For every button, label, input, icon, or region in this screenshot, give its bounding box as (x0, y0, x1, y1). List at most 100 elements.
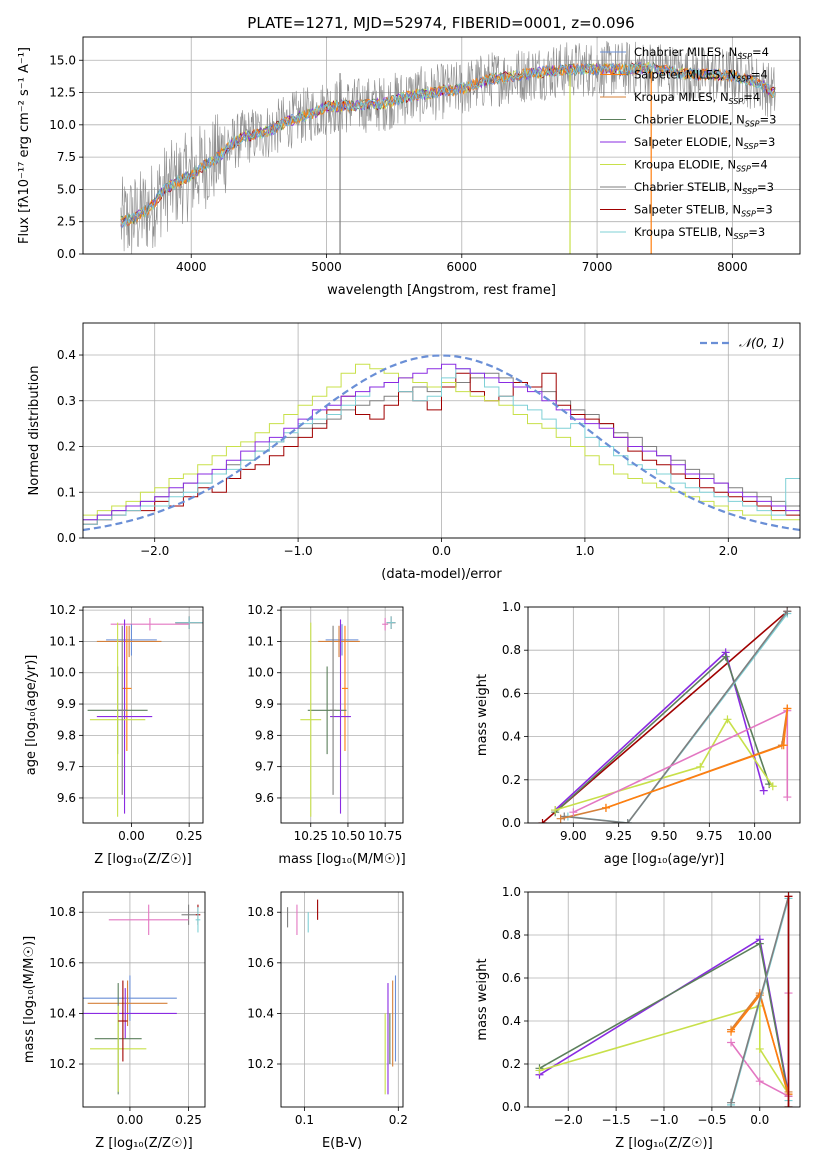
y-tick-label: 0.0 (57, 531, 76, 545)
series-marker-pink (727, 1038, 736, 1047)
y-tick-label: 2.5 (57, 215, 76, 229)
legend-entry: 𝒩(0, 1) (739, 335, 785, 350)
y-tick-label: 10.0 (49, 118, 76, 132)
y-tick-label: 9.7 (57, 760, 76, 774)
plot-area (535, 892, 793, 1107)
axes-frame (280, 606, 404, 824)
legend-entry: Chabrier ELODIE, NSSP=3 (634, 113, 776, 129)
x-tick-label: 8000 (717, 260, 748, 274)
axes-residual_histogram: −2.0 −1.0 0.0 1.0 2.0 0.0 0.1 0.2 0.3 0.4 (data-mo… (27, 322, 801, 582)
series-marker-salpeter_elodie (759, 786, 768, 795)
axes-age_vs_mass: 10.25 10.50 10.75 9.6 9.7 9.8 9.9 10.0 10.1 10.2 m… (247, 603, 405, 867)
series-marker-salpeter_stelib (538, 819, 547, 823)
x-tick-label: −1.0 (649, 1113, 678, 1127)
series-line-kroupa_elodie (554, 717, 774, 811)
y-tick-label: 9.9 (57, 697, 76, 711)
x-axis-label: wavelength [Angstrom, rest frame] (327, 283, 556, 298)
axes-massweight_vs_age: 9.00 9.25 9.50 9.75 10.00 0.0 0.2 0.4 0.6 0.8 1.0 a… (475, 600, 801, 867)
axes-frame (280, 891, 404, 1108)
x-axis-label: Z [log₁₀(Z/Z☉)] (615, 1136, 712, 1151)
y-tick-label: 0.6 (502, 686, 521, 700)
y-tick-label: 0.4 (502, 730, 521, 744)
x-tick-label: 0.0 (750, 1113, 769, 1127)
y-tick-label: 9.6 (57, 791, 76, 805)
histogram-step-kroupa_stelib (83, 368, 800, 525)
axes-mass_vs_ebv: 0.1 0.2 10.2 10.4 10.6 10.8 E(B-V) (247, 891, 408, 1151)
x-tick-label: 10.75 (368, 829, 402, 843)
series-marker-chabrier_elodie (721, 652, 730, 661)
x-axis-label: mass [log₁₀(M/M☉)] (278, 852, 405, 867)
x-tick-label: 10.25 (294, 829, 328, 843)
y-tick-label: 15.0 (49, 53, 76, 67)
series-marker-kroupa_elodie (535, 1066, 544, 1075)
x-tick-label: 0.0 (432, 544, 451, 558)
x-tick-label: 9.00 (560, 829, 587, 843)
y-tick-label: 10.2 (247, 1057, 274, 1071)
y-tick-label: 10.2 (49, 1057, 76, 1071)
y-tick-label: 10.8 (49, 905, 76, 919)
legend-entry: Chabrier STELIB, NSSP=3 (634, 180, 774, 196)
y-axis-label: mass [log₁₀(M/M☉)] (22, 936, 37, 1063)
y-tick-label: 0.4 (502, 1014, 521, 1028)
x-tick-label: 0.25 (175, 1113, 202, 1127)
normal-curve (83, 354, 800, 532)
x-axis-label: Z [log₁₀(Z/Z☉)] (94, 852, 191, 867)
y-tick-label: 10.2 (49, 603, 76, 617)
plot-area (120, 41, 776, 254)
y-tick-label: 10.0 (247, 666, 274, 680)
x-tick-label: 10.50 (331, 829, 365, 843)
x-tick-label: −1.5 (602, 1113, 631, 1127)
series-marker-chabrier_stelib (783, 607, 792, 616)
legend-entry: Kroupa MILES, NSSP=4 (634, 90, 760, 106)
series-marker-pink (755, 1077, 764, 1086)
legend-entry: Chabrier MILES, NSSP=4 (634, 45, 769, 61)
y-tick-label: 10.4 (49, 1006, 76, 1020)
axes-spectrum: 4000 5000 6000 7000 8000 0.0 2.5 5.0 7.5 10.0 12.5… (17, 36, 801, 298)
series-marker-salpeter_stelib (784, 892, 793, 901)
series-marker-kroupa_miles (556, 814, 565, 823)
y-axis-label: Normed distribution (27, 366, 42, 496)
spectrum-line-chabrier_stelib (120, 41, 776, 254)
x-tick-label: −2.0 (140, 544, 169, 558)
legend-entry: Salpeter STELIB, NSSP=3 (634, 203, 773, 219)
plot-area (300, 616, 396, 817)
y-tick-label: 9.8 (255, 728, 274, 742)
series-marker-pink (783, 793, 792, 802)
legend-entry: Kroupa ELODIE, NSSP=4 (634, 158, 768, 174)
series-marker-salpeter_miles (601, 803, 610, 812)
y-tick-label: 10.6 (247, 956, 274, 970)
x-axis-label: (data-model)/error (381, 567, 502, 582)
y-tick-label: 1.0 (502, 885, 521, 899)
series-marker-salpeter_stelib (784, 1103, 793, 1107)
y-tick-label: 10.1 (247, 634, 274, 648)
axes-mass_vs_Z: 0.00 0.25 10.2 10.4 10.6 10.8 Z [log₁₀(Z/Z☉)] m… (22, 891, 206, 1151)
y-tick-label: 0.4 (57, 348, 76, 362)
series-marker-salpeter_miles (727, 1027, 736, 1036)
y-axis-label: age [log₁₀(age/yr)] (24, 655, 39, 776)
y-axis-label: mass weight (475, 674, 490, 756)
legend-entry: Kroupa STELIB, NSSP=3 (634, 225, 765, 241)
series-marker-kroupa_elodie (696, 762, 705, 771)
plot-area (87, 616, 203, 817)
x-tick-label: 4000 (176, 260, 207, 274)
histogram-step-salpeter_elodie (83, 363, 800, 521)
axes-age_vs_Z: 0.00 0.25 9.6 9.7 9.8 9.9 10.0 10.1 10.2 Z [log₁₀… (24, 603, 204, 867)
axes-frame (82, 36, 801, 255)
x-tick-label: −2.0 (554, 1113, 583, 1127)
y-tick-label: 0.8 (502, 928, 521, 942)
x-axis-label: age [log₁₀(age/yr)] (604, 852, 725, 867)
axes-massweight_vs_Z: −2.0 −1.5 −1.0 −0.5 0.0 0.0 0.2 0.4 0.6 0.8 1.0 Z [… (475, 885, 801, 1151)
x-tick-label: 0.00 (118, 829, 145, 843)
x-tick-label: −0.5 (697, 1113, 726, 1127)
y-tick-label: 7.5 (57, 150, 76, 164)
histogram-step-kroupa_elodie (83, 363, 800, 521)
x-tick-label: 0.1 (295, 1113, 314, 1127)
x-tick-label: 6000 (447, 260, 478, 274)
x-tick-label: 10.00 (737, 829, 771, 843)
y-tick-label: 9.9 (255, 697, 274, 711)
plot-area (287, 899, 397, 1095)
x-tick-label: 7000 (582, 260, 613, 274)
y-tick-label: 10.4 (247, 1006, 274, 1020)
y-tick-label: 0.2 (502, 773, 521, 787)
